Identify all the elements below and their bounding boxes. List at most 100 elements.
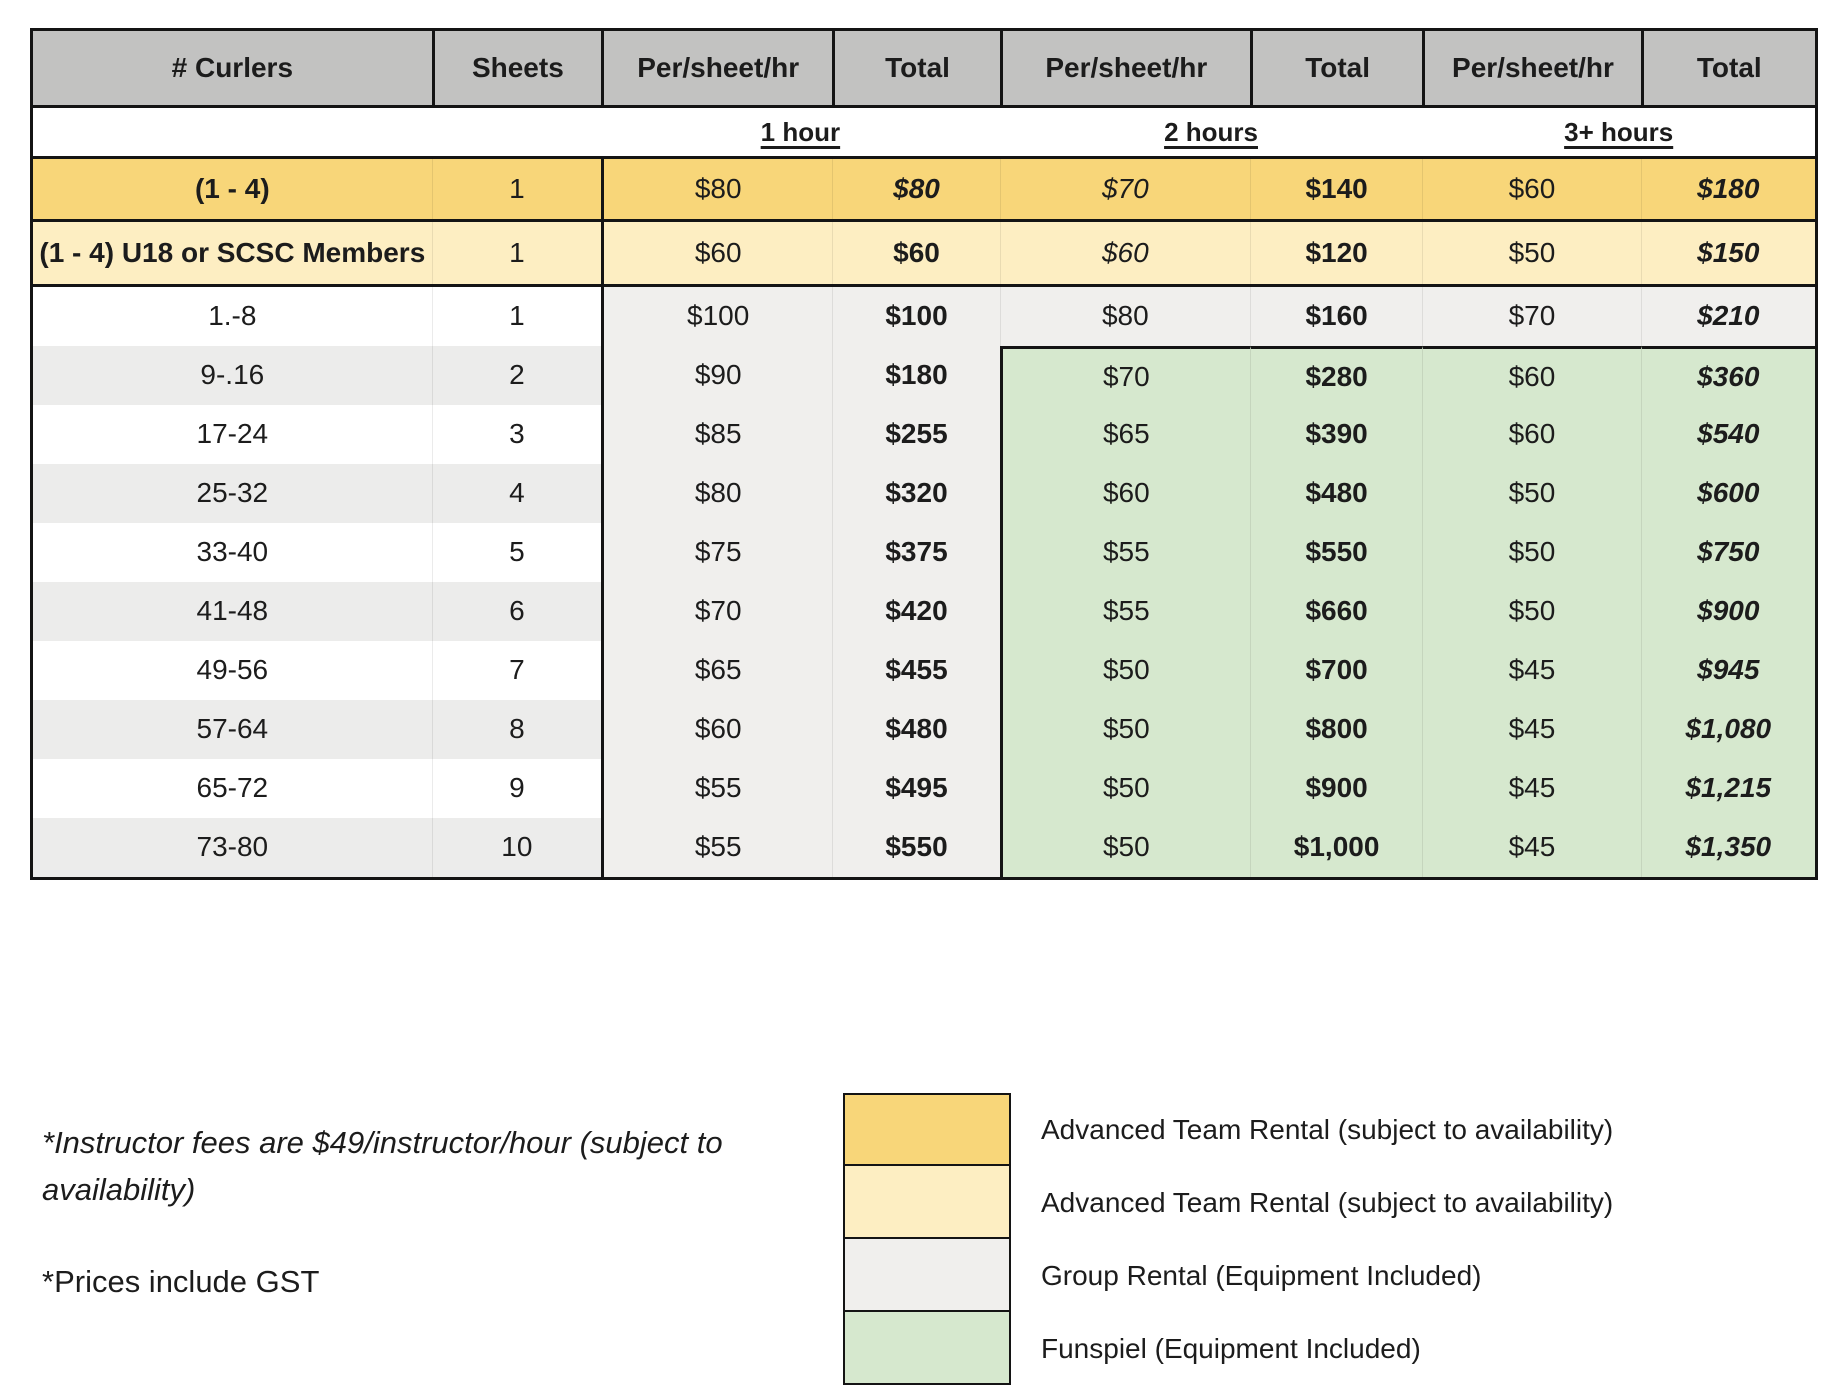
per-sheet-2h-cell: $60: [999, 222, 1250, 284]
per-sheet-3h-cell: $50: [1422, 523, 1641, 582]
per-sheet-2h-cell: $80: [999, 287, 1250, 346]
total-3h-cell: $540: [1640, 405, 1815, 464]
per-sheet-3h-cell: $60: [1422, 159, 1640, 219]
row-33-40: 33-40 5 $75 $375 $55 $550 $50 $750: [33, 523, 1815, 582]
per-sheet-3h-cell: $45: [1422, 759, 1641, 818]
legend-swatch-advanced-u18: [843, 1166, 1011, 1239]
total-2h-cell: $390: [1249, 405, 1423, 464]
sheets-cell: 7: [431, 641, 601, 700]
total-3h-cell: $900: [1640, 582, 1815, 641]
total-2h-cell: $160: [1249, 287, 1423, 346]
per-sheet-2h-cell: $50: [999, 641, 1250, 700]
per-sheet-1h-cell: $80: [601, 464, 833, 523]
sheets-cell: 6: [431, 582, 602, 641]
per-sheet-2h-cell: $50: [999, 818, 1250, 877]
per-sheet-2h-cell: $55: [999, 523, 1250, 582]
total-2h-cell: $900: [1249, 759, 1423, 818]
sheets-cell: 1: [431, 287, 601, 346]
total-2h-cell: $660: [1249, 582, 1423, 641]
row-65-72: 65-72 9 $55 $495 $50 $900 $45 $1,215: [33, 759, 1815, 818]
per-sheet-1h-cell: $85: [601, 405, 833, 464]
sheets-cell: 10: [431, 818, 602, 877]
row-17-24: 17-24 3 $85 $255 $65 $390 $60 $540: [33, 405, 1815, 464]
duration-header-1hour: 1 hour: [760, 116, 841, 147]
total-1h-cell: $420: [832, 582, 1000, 641]
total-3h-cell: $750: [1640, 523, 1815, 582]
total-2h-cell: $120: [1249, 222, 1422, 284]
legend-item-advanced: Advanced Team Rental (subject to availab…: [843, 1093, 1613, 1166]
legend-swatch-funspiel: [843, 1312, 1011, 1385]
sheets-cell: 1: [431, 222, 601, 284]
header-per-sheet-3h: Per/sheet/hr: [1422, 31, 1640, 105]
per-sheet-3h-cell: $50: [1422, 222, 1640, 284]
per-sheet-1h-cell: $55: [601, 759, 833, 818]
header-per-sheet-2h: Per/sheet/hr: [999, 31, 1250, 105]
legend-item-advanced-u18: Advanced Team Rental (subject to availab…: [843, 1166, 1613, 1239]
duration-header-3hours: 3+ hours: [1564, 116, 1674, 147]
per-sheet-1h-cell: $55: [601, 818, 833, 877]
sheets-cell: 1: [431, 159, 601, 219]
row-25-32: 25-32 4 $80 $320 $60 $480 $50 $600: [33, 464, 1815, 523]
per-sheet-1h-cell: $80: [601, 159, 832, 219]
per-sheet-2h-cell: $70: [999, 159, 1250, 219]
row-57-64: 57-64 8 $60 $480 $50 $800 $45 $1,080: [33, 700, 1815, 759]
total-1h-cell: $255: [832, 405, 1000, 464]
total-2h-cell: $550: [1249, 523, 1423, 582]
per-sheet-2h-cell: $50: [999, 700, 1250, 759]
curlers-cell: 25-32: [33, 464, 432, 523]
header-total-3h: Total: [1640, 31, 1815, 105]
total-1h-cell: $480: [832, 700, 1000, 759]
header-curlers: # Curlers: [171, 51, 294, 83]
total-1h-cell: $60: [832, 222, 999, 284]
per-sheet-3h-cell: $45: [1422, 818, 1641, 877]
header-sheets: Sheets: [431, 31, 601, 105]
total-3h-cell: $1,215: [1640, 759, 1815, 818]
total-2h-cell: $280: [1249, 346, 1423, 405]
duration-row: 1 hour 2 hours 3+ hours: [33, 108, 1815, 159]
row-1-4-u18-scsc: (1 - 4) U18 or SCSC Members 1 $60 $60 $6…: [33, 222, 1815, 287]
total-3h-cell: $150: [1640, 222, 1815, 284]
sheets-cell: 2: [431, 346, 602, 405]
total-1h-cell: $80: [832, 159, 999, 219]
footnotes: *Instructor fees are $49/instructor/hour…: [42, 1120, 842, 1306]
header-per-sheet-1h: Per/sheet/hr: [601, 31, 832, 105]
total-3h-cell: $210: [1640, 287, 1815, 346]
per-sheet-2h-cell: $55: [999, 582, 1250, 641]
total-3h-cell: $1,080: [1640, 700, 1815, 759]
legend-label: Advanced Team Rental (subject to availab…: [1041, 1186, 1614, 1218]
total-1h-cell: $455: [832, 641, 1000, 700]
per-sheet-1h-cell: $60: [601, 222, 832, 284]
curlers-cell: 9-.16: [33, 346, 432, 405]
sheets-cell: 5: [431, 523, 601, 582]
gst-note: *Prices include GST: [42, 1264, 320, 1299]
total-1h-cell: $375: [832, 523, 1000, 582]
legend-swatch-group: [843, 1239, 1011, 1312]
total-3h-cell: $945: [1640, 641, 1815, 700]
row-1-4: (1 - 4) 1 $80 $80 $70 $140 $60 $180: [33, 159, 1815, 222]
row-73-80: 73-80 10 $55 $550 $50 $1,000 $45 $1,350: [33, 818, 1815, 877]
header-total-2h: Total: [1249, 31, 1422, 105]
header-row: # Curlers Sheets Per/sheet/hr Total Per/…: [33, 31, 1815, 108]
curlers-cell: 17-24: [196, 418, 269, 450]
curlers-cell: 49-56: [196, 654, 269, 686]
per-sheet-3h-cell: $70: [1422, 287, 1641, 346]
total-1h-cell: $180: [832, 346, 1000, 405]
curlers-cell: 41-48: [33, 582, 432, 641]
row-1-8: 1.-8 1 $100 $100 $80 $160 $70 $210: [33, 287, 1815, 346]
per-sheet-1h-cell: $65: [601, 641, 833, 700]
per-sheet-2h-cell: $50: [999, 759, 1250, 818]
per-sheet-3h-cell: $50: [1422, 464, 1641, 523]
total-1h-cell: $495: [832, 759, 1000, 818]
header-total-1h: Total: [832, 31, 999, 105]
duration-spacer: [33, 108, 601, 156]
pricing-table: # Curlers Sheets Per/sheet/hr Total Per/…: [30, 28, 1818, 880]
curlers-cell: 73-80: [33, 818, 432, 877]
legend-item-funspiel: Funspiel (Equipment Included): [843, 1312, 1613, 1385]
legend-item-group: Group Rental (Equipment Included): [843, 1239, 1613, 1312]
per-sheet-2h-cell: $60: [999, 464, 1250, 523]
per-sheet-3h-cell: $60: [1422, 405, 1641, 464]
total-2h-cell: $700: [1249, 641, 1423, 700]
per-sheet-3h-cell: $50: [1422, 582, 1641, 641]
sheets-cell: 3: [431, 405, 601, 464]
per-sheet-3h-cell: $45: [1422, 700, 1641, 759]
